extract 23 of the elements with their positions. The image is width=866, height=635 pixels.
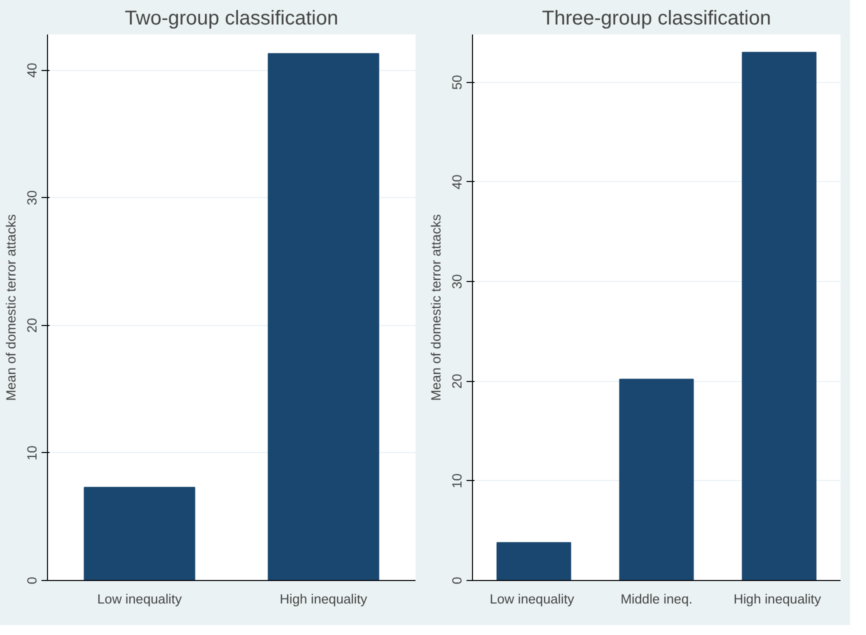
y-tick-label: 0 [450,576,464,584]
y-tick-label: 30 [450,274,464,290]
x-tick-label: Middle ineq. [620,592,692,606]
x-tick-label: High inequality [280,592,368,606]
x-tick-label: High inequality [734,592,822,606]
y-tick-label: 20 [450,374,464,389]
x-tick-label: Low inequality [490,592,575,606]
y-axis-title: Mean of domestic terror attacks [4,214,18,401]
y-tick-label: 40 [24,62,40,78]
y-tick-label: 20 [24,318,40,333]
chart-title: Three-group classification [542,8,772,30]
y-tick-label: 10 [24,446,40,460]
y-tick-label: 30 [24,190,40,206]
chart-title: Two-group classification [124,8,338,30]
y-tick-label: 50 [450,74,464,90]
x-tick-label: Low inequality [97,592,182,606]
bar [619,378,694,580]
y-axis-title: Mean of domestic terror attacks [428,214,444,401]
y-tick-label: 10 [450,473,464,488]
bar [496,542,572,580]
y-tick-label: 40 [450,174,464,190]
y-tick-label: 0 [24,576,40,584]
bar [742,52,816,580]
